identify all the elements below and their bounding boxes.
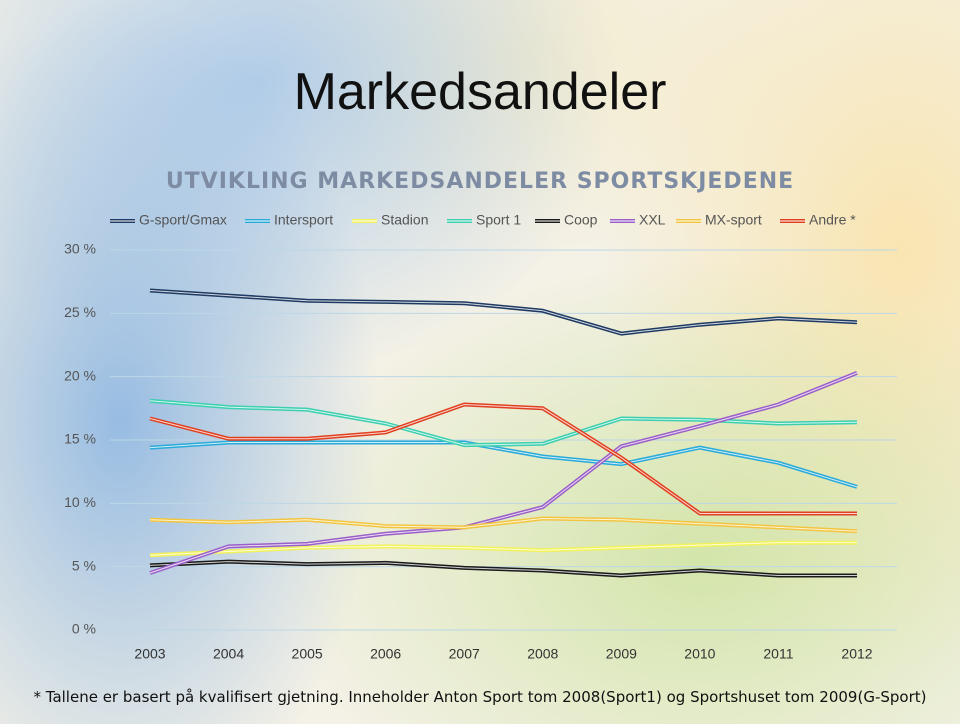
series-line [149,516,858,534]
x-tick-label: 2003 [134,646,165,662]
x-tick-label: 2008 [527,646,558,662]
x-tick-label: 2006 [370,646,401,662]
legend-label: Coop [564,212,598,228]
legend-label: G-sport/Gmax [139,212,227,228]
footnote: * Tallene er basert på kvalifisert gjetn… [33,688,927,706]
y-tick-label: 15 % [64,431,96,447]
series-line-core [149,372,858,574]
legend-label: MX-sport [705,212,762,228]
x-tick-label: 2010 [684,646,715,662]
chart-title: UTVIKLING MARKEDSANDELER SPORTSKJEDENE [166,169,794,194]
series-line-core [149,517,858,532]
y-tick-label: 10 % [64,494,96,510]
x-tick-label: 2007 [449,646,480,662]
legend-label: XXL [639,212,666,228]
series-line-core [149,400,858,446]
x-tick-label: 2012 [841,646,872,662]
x-tick-label: 2004 [213,646,244,662]
series-line-core [149,561,857,577]
series-line-core [149,403,857,514]
x-tick-label: 2009 [606,646,637,662]
legend-label: Intersport [274,212,333,228]
series-line-core [149,290,858,335]
series-line-core [149,542,857,556]
legend-label: Stadion [381,212,428,228]
y-tick-label: 20 % [64,367,96,383]
slide-title: Markedsandeler [293,63,667,121]
legend-label: Andre * [809,212,856,228]
x-tick-label: 2011 [763,646,793,662]
y-tick-label: 25 % [64,304,96,320]
x-tick-label: 2005 [292,646,323,662]
legend-label: Sport 1 [476,212,521,228]
y-tick-label: 5 % [72,557,96,573]
y-tick-label: 0 % [72,621,96,637]
y-tick-label: 30 % [64,241,96,257]
series-line-core [149,442,858,488]
